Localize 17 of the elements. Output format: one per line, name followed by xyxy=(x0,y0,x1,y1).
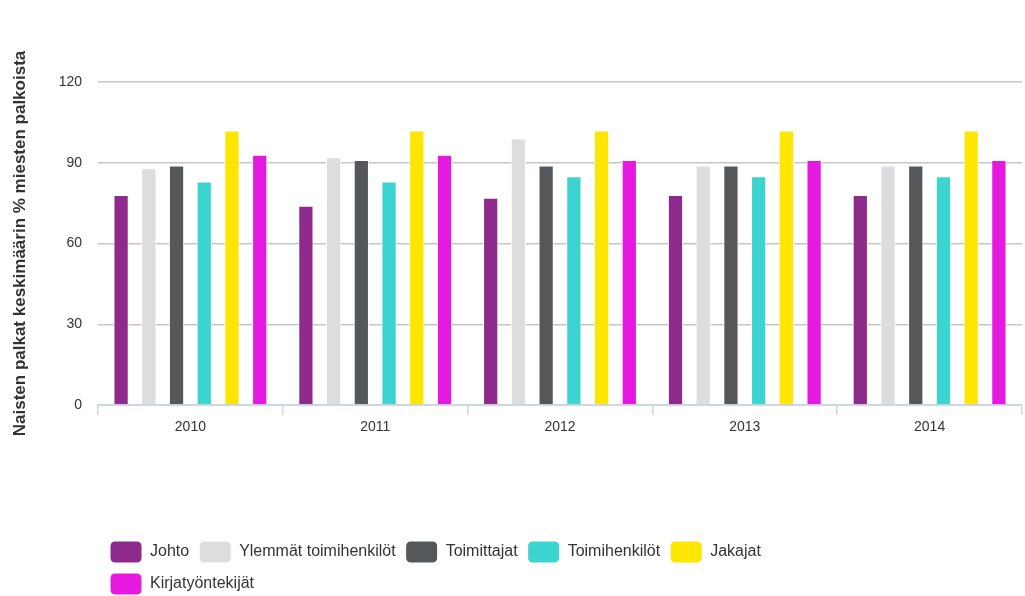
y-axis-title: Naisten palkat keskimäärin % miesten palkoista xyxy=(9,50,29,437)
legend-label: Johto xyxy=(150,542,190,560)
y-tick-label: 30 xyxy=(66,315,83,332)
y-tick-label: 120 xyxy=(58,72,83,89)
legend-label: Toimihenkilöt xyxy=(567,542,661,560)
legend-label: Toimittajat xyxy=(445,542,519,560)
legend-label: Ylemmät toimihenkilöt xyxy=(239,542,397,560)
x-tick-label: 2011 xyxy=(360,418,391,435)
x-tick-label: 2013 xyxy=(729,418,761,435)
y-tick-label: 60 xyxy=(66,234,83,251)
legend-label: Jakajat xyxy=(710,542,762,560)
y-tick-label: 90 xyxy=(66,153,83,170)
x-tick-label: 2014 xyxy=(914,418,946,435)
y-tick-label: 0 xyxy=(74,395,83,412)
x-tick-label: 2012 xyxy=(544,418,576,435)
legend-label: Kirjatyöntekijät xyxy=(150,574,255,592)
x-tick-label: 2010 xyxy=(174,418,207,435)
